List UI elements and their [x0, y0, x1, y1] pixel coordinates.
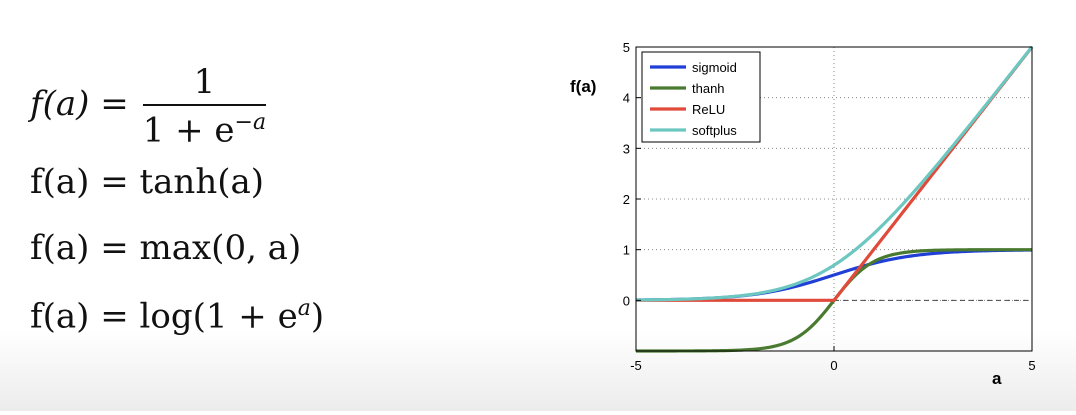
x-tick-label: -5 [630, 358, 642, 373]
y-tick-label: 1 [623, 243, 630, 258]
softplus-formula: f(a) = log(1 + ea) [30, 296, 324, 336]
legend: sigmoid thanh ReLU softplus [641, 51, 761, 143]
tanh-formula: f(a) = tanh(a) [30, 162, 265, 202]
legend-label-softplus: softplus [692, 123, 737, 138]
y-axis-label: f(a) [570, 77, 596, 96]
x-axis-label: a [992, 369, 1002, 388]
sigmoid-formula-lhs: f(a) = [30, 84, 129, 125]
sigmoid-formula: f(a) = 1 1 + e−a [30, 62, 267, 150]
series-layer [635, 45, 1034, 353]
legend-box [641, 51, 761, 143]
y-tick-label: 2 [623, 192, 630, 207]
sigmoid-exponent: −a [234, 110, 267, 135]
softplus-close-paren: ) [310, 296, 325, 337]
activation-chart: -5 0 5 0 1 2 3 4 5 f(a) a sigmoid thanh ReLU softpl… [560, 0, 1076, 411]
tick-layer: -5 0 5 0 1 2 3 4 5 [623, 40, 1036, 373]
sigmoid-numerator: 1 [142, 62, 267, 106]
y-tick-label: 3 [623, 141, 630, 156]
y-tick-label: 5 [623, 40, 630, 55]
y-tick-label: 4 [623, 91, 630, 106]
chart-svg: -5 0 5 0 1 2 3 4 5 f(a) a sigmoid thanh ReLU softpl… [570, 40, 1036, 388]
series-line-softplus [635, 45, 1034, 302]
y-tick-label: 0 [623, 293, 630, 308]
sigmoid-denominator: 1 + e−a [143, 106, 266, 150]
legend-label-thanh: thanh [692, 81, 725, 96]
series-line-sigmoid [635, 248, 1033, 302]
formula-panel: f(a) = 1 1 + e−a f(a) = tanh(a) f(a) = max… [30, 62, 324, 336]
relu-formula: f(a) = max(0, a) [30, 228, 302, 268]
legend-label-relu: ReLU [692, 102, 725, 117]
sigmoid-denominator-base: 1 + e [142, 110, 235, 151]
x-tick-label: 0 [830, 358, 837, 373]
softplus-formula-base: f(a) = log(1 + e [30, 296, 298, 337]
softplus-exponent: a [297, 296, 311, 321]
x-tick-label: 5 [1028, 358, 1035, 373]
legend-label-sigmoid: sigmoid [692, 60, 737, 75]
